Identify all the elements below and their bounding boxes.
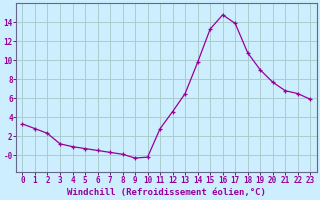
X-axis label: Windchill (Refroidissement éolien,°C): Windchill (Refroidissement éolien,°C) [67,188,266,197]
